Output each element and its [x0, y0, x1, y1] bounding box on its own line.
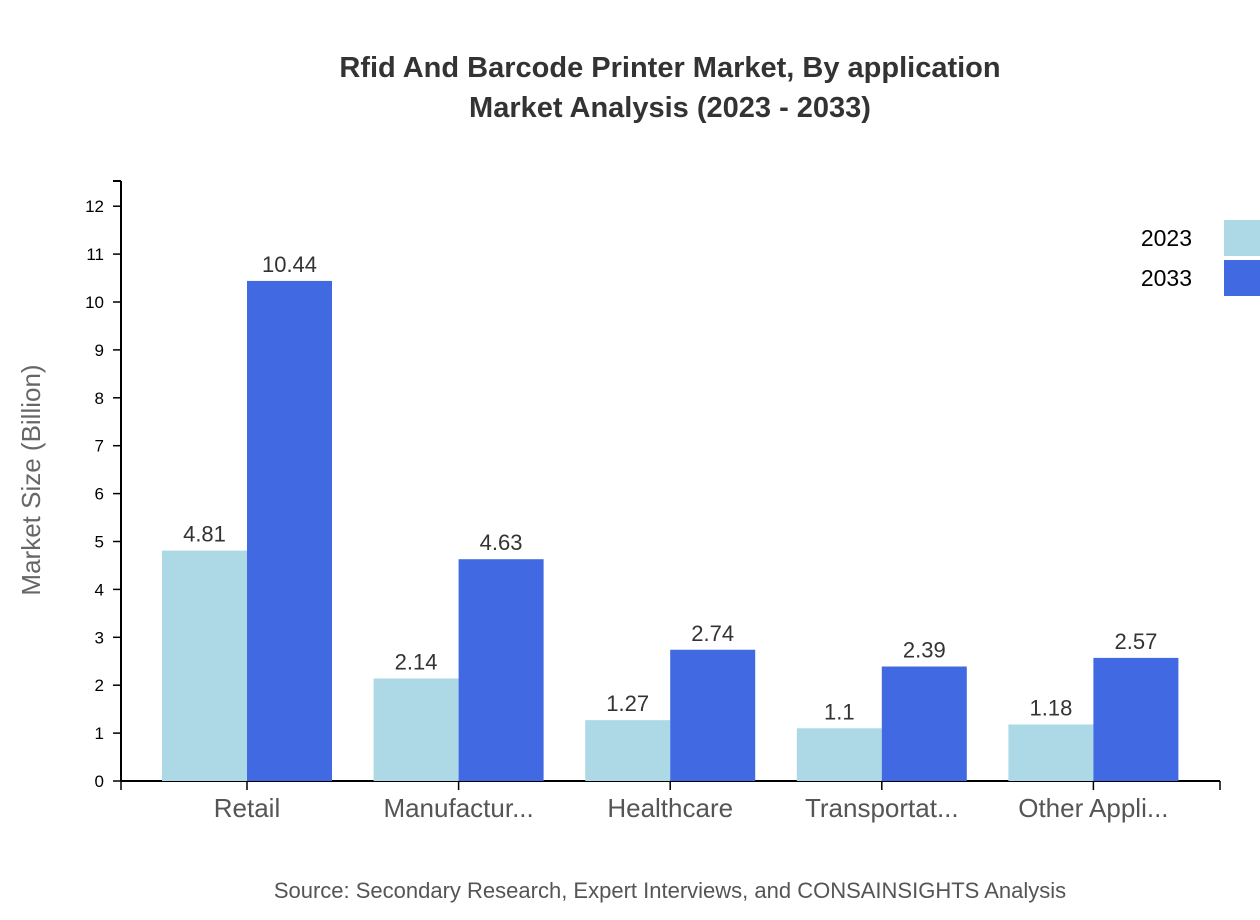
legend-swatch — [1224, 260, 1260, 296]
bar-2023 — [373, 678, 459, 781]
legend-label: 2023 — [1141, 225, 1192, 251]
bar-2033 — [670, 649, 756, 781]
legend-label: 2033 — [1141, 265, 1192, 291]
bar-value-label: 2.57 — [1114, 629, 1157, 654]
x-tick-label: Retail — [214, 793, 280, 823]
bar-value-label: 1.27 — [606, 691, 649, 716]
y-tick-label: 5 — [95, 533, 104, 552]
y-tick-label: 9 — [95, 341, 104, 360]
bar-2033 — [881, 666, 967, 781]
chart-title: Rfid And Barcode Printer Market, By appl… — [339, 52, 1001, 84]
legend-swatch — [1224, 220, 1260, 256]
bar-value-label: 1.1 — [824, 699, 855, 724]
y-tick-label: 6 — [95, 485, 104, 504]
y-axis-label: Market Size (Billion) — [16, 364, 46, 595]
x-tick-label: Transportat... — [805, 793, 959, 823]
bar-2033 — [1093, 657, 1179, 781]
bar-2033 — [247, 280, 332, 781]
x-tick-label: Manufactur... — [383, 793, 533, 823]
source-note: Source: Secondary Research, Expert Inter… — [273, 878, 1067, 903]
y-tick-label: 1 — [95, 724, 104, 743]
bar-2023 — [1008, 724, 1094, 781]
y-tick-label: 4 — [95, 580, 104, 599]
y-tick-label: 11 — [86, 245, 104, 264]
x-tick-label: Healthcare — [607, 793, 733, 823]
chart-subtitle: Market Analysis (2023 - 2033) — [469, 92, 871, 124]
x-tick-label: Other Appli... — [1018, 793, 1168, 823]
y-tick-label: 12 — [85, 197, 104, 216]
y-tick-label: 0 — [95, 772, 104, 791]
y-tick-label: 10 — [85, 293, 104, 312]
bar-2023 — [162, 550, 247, 781]
bar-value-label: 2.14 — [395, 649, 438, 674]
y-tick-label: 7 — [95, 437, 104, 456]
bar-value-label: 2.39 — [903, 638, 946, 663]
y-tick-label: 8 — [95, 389, 104, 408]
bar-value-label: 4.63 — [480, 530, 523, 555]
bar-value-label: 2.74 — [691, 621, 734, 646]
bar-2023 — [585, 720, 671, 781]
y-tick-label: 2 — [95, 676, 104, 695]
bar-value-label: 10.44 — [262, 252, 317, 277]
bar-2023 — [796, 728, 882, 781]
bar-2033 — [458, 559, 544, 781]
bar-value-label: 1.18 — [1029, 695, 1072, 720]
bar-value-label: 4.81 — [183, 522, 226, 547]
y-tick-label: 3 — [95, 628, 104, 647]
